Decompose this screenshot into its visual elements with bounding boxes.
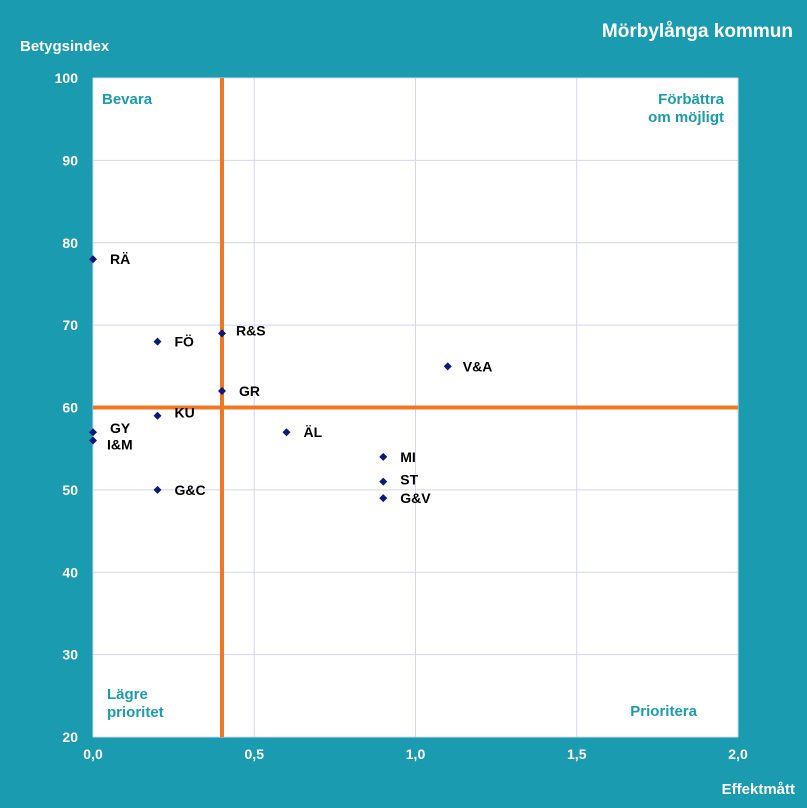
x-tick-label: 0,0	[83, 746, 103, 762]
data-point	[379, 494, 388, 503]
data-point-label: GR	[239, 383, 260, 399]
quadrant-label-top-left: Bevara	[102, 91, 153, 108]
quadrant-label-bottom-left: prioritet	[107, 704, 164, 721]
y-tick-label: 30	[62, 647, 78, 663]
data-point-label: RÄ	[110, 251, 130, 267]
data-point-label: FÖ	[175, 334, 195, 350]
data-point-label: ST	[400, 472, 418, 488]
data-point	[153, 485, 162, 494]
reference-lines	[93, 78, 738, 737]
data-point	[443, 362, 452, 371]
y-tick-label: 80	[62, 235, 78, 251]
data-point-label: ÄL	[304, 424, 323, 440]
data-point-label: G&V	[400, 490, 431, 506]
y-tick-label: 70	[62, 317, 78, 333]
y-tick-label: 50	[62, 482, 78, 498]
data-point-label: KU	[175, 405, 195, 421]
data-point-label: V&A	[463, 358, 493, 374]
data-point	[89, 428, 97, 437]
x-axis-label: Effektmått	[722, 781, 795, 798]
chart-title: Mörbylånga kommun	[602, 21, 793, 42]
y-tick-label: 100	[55, 70, 79, 86]
data-point	[89, 436, 97, 445]
axis-ticks: 0,0 0,5 1,0 1,5 2,0 20 30 40 50 60 70 80 90 100	[55, 70, 748, 762]
quadrant-label-bottom-right: Prioritera	[630, 703, 697, 720]
x-tick-label: 2,0	[728, 746, 748, 762]
y-tick-label: 20	[62, 729, 78, 745]
data-point-label: I&M	[107, 436, 133, 452]
x-tick-label: 1,0	[406, 746, 426, 762]
y-tick-label: 40	[62, 564, 78, 580]
x-tick-label: 0,5	[245, 746, 265, 762]
data-point-label: GY	[110, 420, 131, 436]
data-point	[153, 411, 162, 420]
x-tick-label: 1,5	[567, 746, 587, 762]
data-point-label: G&C	[175, 482, 206, 498]
data-point	[89, 255, 97, 264]
quadrant-label-top-right: Förbättra	[658, 91, 724, 108]
data-point	[379, 477, 388, 486]
data-point	[218, 329, 226, 338]
y-tick-label: 90	[62, 152, 78, 168]
data-point	[282, 428, 291, 437]
data-point	[379, 452, 388, 461]
y-tick-label: 60	[62, 400, 78, 416]
data-point	[218, 387, 226, 396]
quadrant-label-top-right: om möjligt	[648, 109, 724, 126]
data-point	[153, 337, 162, 346]
y-axis-label: Betygsindex	[20, 38, 110, 55]
data-point-label: R&S	[236, 322, 266, 338]
data-point-label: MI	[400, 449, 416, 465]
quadrant-label-bottom-left: Lägre	[107, 686, 148, 703]
data-points: RÄ FÖ R&S V&A GR KU GYI&M ÄL MI ST G&V G&C	[89, 251, 492, 506]
